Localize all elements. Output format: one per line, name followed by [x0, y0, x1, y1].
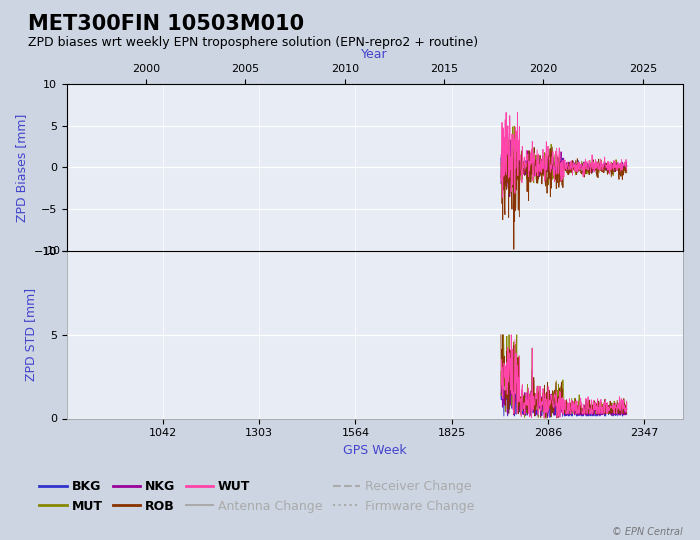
ROB: [510, 246, 518, 253]
Line: MUT: MUT: [501, 126, 626, 207]
WUT: [498, 194, 507, 201]
MUT: [510, 123, 519, 130]
BKG: [622, 163, 631, 170]
NKG: [538, 170, 546, 177]
BKG: [512, 153, 520, 159]
NKG: [622, 163, 631, 169]
BKG: [538, 170, 546, 177]
WUT: [511, 190, 519, 197]
ROB: [511, 184, 519, 190]
MUT: [520, 172, 528, 179]
MUT: [510, 179, 519, 186]
NKG: [608, 167, 616, 173]
ROB: [622, 170, 631, 176]
NKG: [505, 136, 514, 142]
Line: BKG: BKG: [501, 145, 626, 183]
NKG: [511, 151, 519, 157]
X-axis label: Year: Year: [361, 49, 388, 62]
MUT: [497, 159, 505, 166]
NKG: [497, 180, 505, 187]
BKG: [520, 159, 528, 166]
BKG: [511, 158, 519, 165]
Text: 10: 10: [46, 246, 60, 256]
Text: ZPD biases wrt weekly EPN troposphere solution (EPN-repro2 + routine): ZPD biases wrt weekly EPN troposphere so…: [28, 36, 478, 49]
ROB: [520, 169, 528, 176]
MUT: [608, 168, 616, 175]
NKG: [511, 183, 519, 189]
MUT: [511, 176, 519, 182]
WUT: [520, 154, 528, 160]
WUT: [513, 109, 522, 116]
MUT: [538, 172, 546, 178]
Text: MET300FIN 10503M010: MET300FIN 10503M010: [28, 14, 304, 33]
ROB: [608, 166, 616, 173]
Y-axis label: ZPD STD [mm]: ZPD STD [mm]: [25, 288, 37, 381]
BKG: [608, 164, 616, 171]
Line: WUT: WUT: [501, 112, 626, 198]
MUT: [511, 180, 519, 186]
NKG: [520, 167, 528, 173]
MUT: [622, 163, 631, 169]
NKG: [505, 193, 514, 200]
NKG: [512, 159, 520, 166]
ROB: [502, 132, 510, 139]
Line: NKG: NKG: [501, 139, 626, 197]
BKG: [508, 141, 517, 148]
WUT: [538, 170, 546, 176]
WUT: [497, 168, 505, 174]
Y-axis label: ZPD Biases [mm]: ZPD Biases [mm]: [15, 113, 28, 221]
WUT: [622, 167, 631, 173]
ROB: [511, 202, 519, 209]
BKG: [510, 180, 519, 186]
Legend: BKG, MUT, NKG, ROB, WUT, Antenna Change, Receiver Change, Firmware Change: BKG, MUT, NKG, ROB, WUT, Antenna Change,…: [34, 475, 480, 517]
WUT: [608, 161, 616, 167]
ROB: [497, 174, 505, 180]
Line: ROB: ROB: [501, 136, 626, 249]
BKG: [511, 173, 519, 180]
X-axis label: GPS Week: GPS Week: [343, 444, 406, 457]
Text: © EPN Central: © EPN Central: [612, 527, 682, 537]
ROB: [538, 157, 546, 163]
MUT: [512, 204, 520, 211]
WUT: [510, 175, 519, 181]
ROB: [512, 207, 520, 214]
WUT: [511, 124, 519, 131]
BKG: [497, 155, 505, 161]
